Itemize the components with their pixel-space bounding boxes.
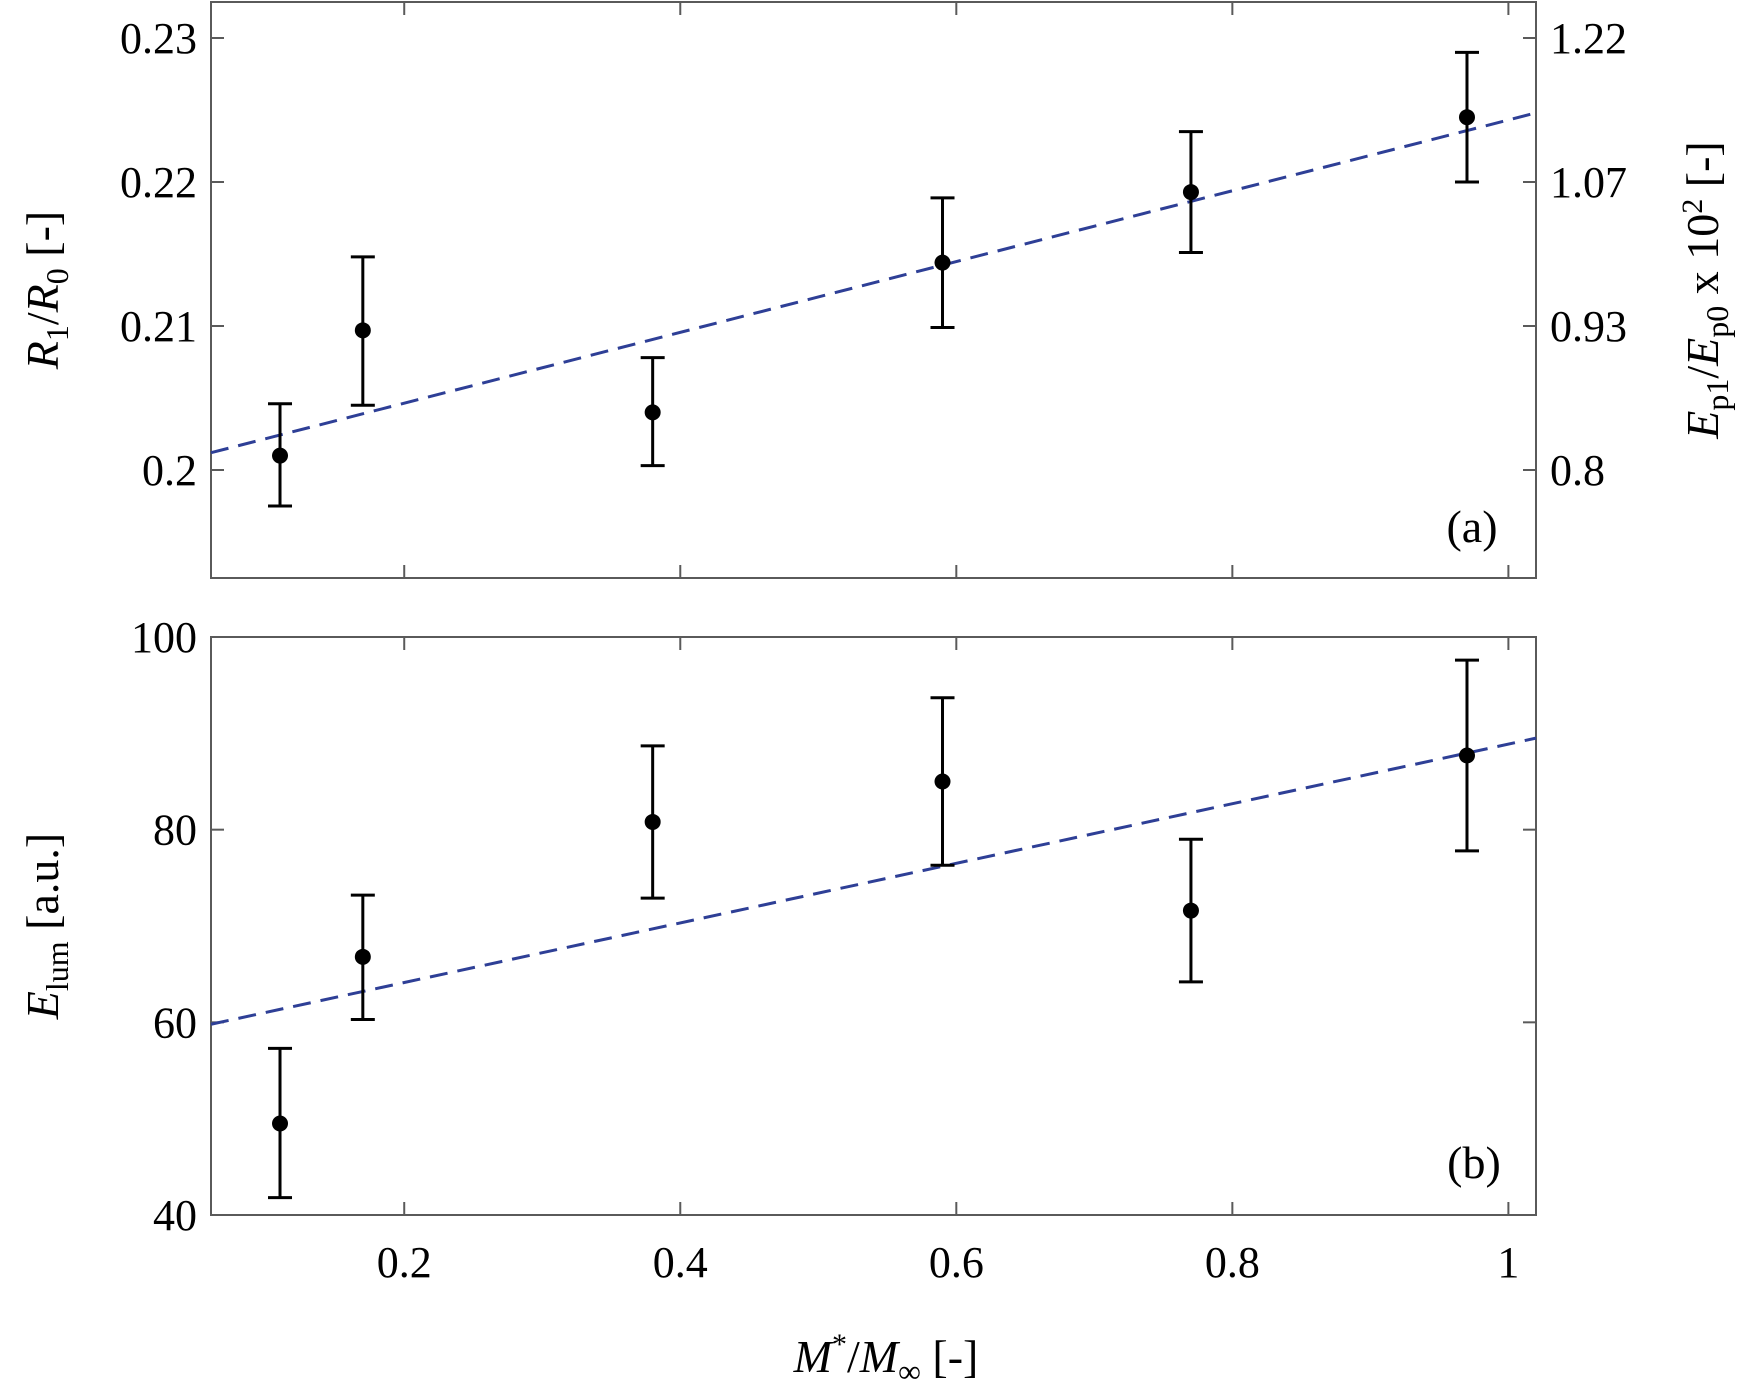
x-tick-label: 0.2 [377,1238,432,1287]
x-tick-label: 0.6 [929,1238,984,1287]
data-point [934,773,951,790]
x-tick-label: 0.8 [1205,1238,1260,1287]
y-tick-label: 0.2 [142,446,197,495]
data-point [1458,109,1475,126]
panel-a-data-points [268,50,1479,508]
data-point [934,254,951,271]
data-point [354,322,371,339]
x-axis-label: M*/M∞ [-] [793,1328,979,1389]
y-tick-label: 40 [153,1191,197,1240]
panel-b-label: (b) [1447,1137,1501,1188]
panel-a-y-axis-label: R1/R0 [-] [17,211,75,370]
data-point [272,447,289,464]
data-point [1458,747,1475,764]
y-tick-label: 0.21 [120,302,197,351]
y-tick-label: 0.22 [120,158,197,207]
data-point [354,948,371,965]
data-point [644,404,661,421]
panel-a-label: (a) [1446,501,1497,552]
panel-a-right-y-axis-label: Ep1/Ep0 x 102 [-] [1676,141,1735,439]
panel-a-frame [210,1,1537,579]
right-y-tick-label: 1.22 [1550,14,1627,63]
panel-b-ticks: 0.2 0.4 0.6 0.8 1 40 60 80 100 [131,613,1536,1287]
fit-line [210,111,1537,455]
panel-a-ticks: 0.2 0.21 0.22 0.23 0.8 0.93 1.07 1.22 [120,2,1627,578]
data-point [1182,184,1199,201]
right-y-tick-label: 0.8 [1550,446,1605,495]
panel-a: 0.2 0.21 0.22 0.23 0.8 0.93 1.07 1.22 (a) R1/R0… [17,1,1735,579]
right-y-tick-label: 0.93 [1550,302,1627,351]
fit-line [210,736,1537,1026]
y-tick-label: 80 [153,806,197,855]
data-point [1182,902,1199,919]
panel-b: 0.2 0.4 0.6 0.8 1 40 60 80 100 (b) Elum [a.u.] M… [17,613,1537,1389]
x-tick-label: 0.4 [653,1238,708,1287]
data-point [272,1115,289,1132]
panel-b-frame [210,636,1537,1216]
data-point [644,813,661,830]
panel-b-fit-line [210,736,1537,1026]
panel-b-y-axis-label: Elum [a.u.] [17,833,75,1020]
y-tick-label: 100 [131,613,197,662]
right-y-tick-label: 1.07 [1550,158,1627,207]
panel-b-data-points [268,658,1479,1200]
panel-a-fit-line [210,111,1537,455]
y-tick-label: 60 [153,998,197,1047]
x-tick-label: 1 [1497,1238,1519,1287]
y-tick-label: 0.23 [120,14,197,63]
